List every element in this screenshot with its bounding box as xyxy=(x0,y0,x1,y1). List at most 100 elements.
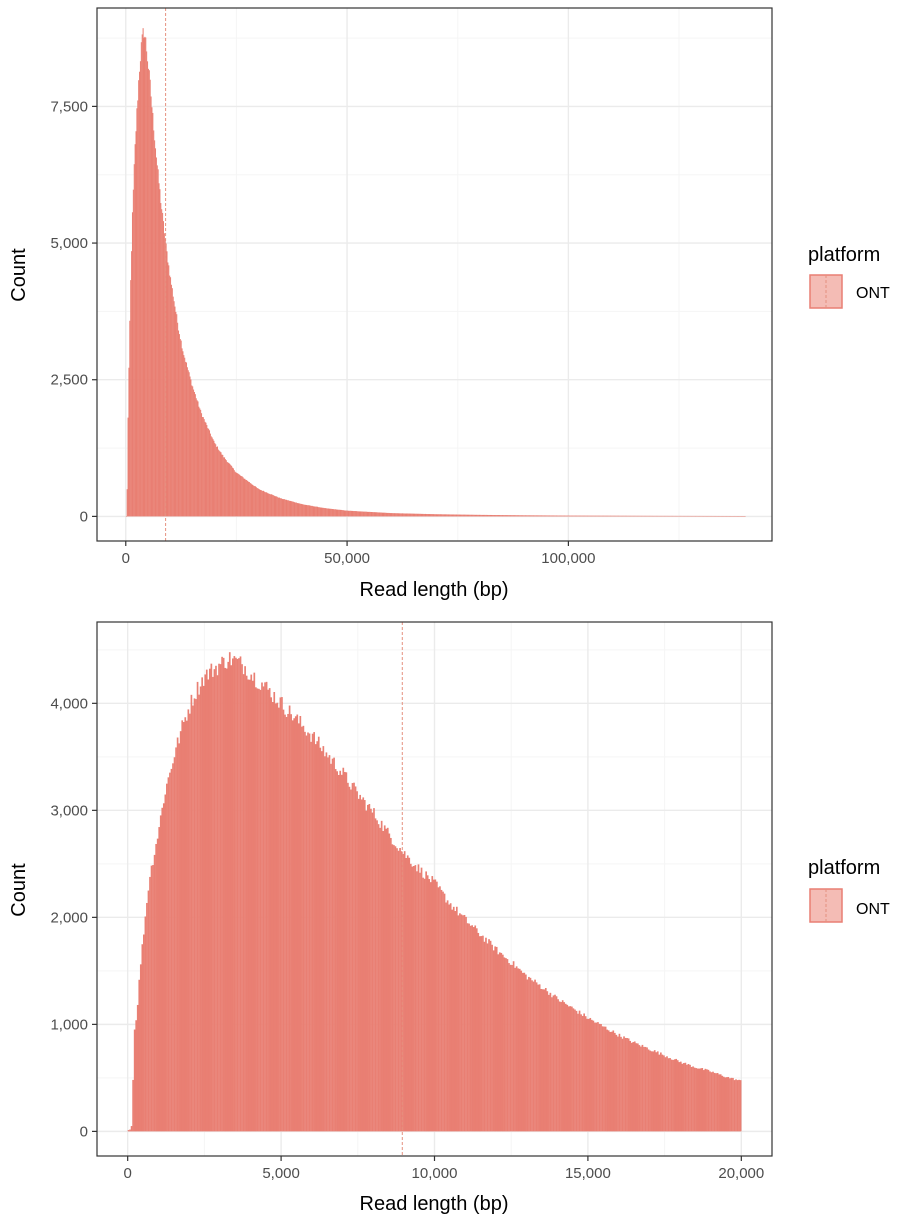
histogram-bar xyxy=(678,1062,681,1132)
histogram-bar xyxy=(440,889,443,1132)
histogram-bar xyxy=(617,1036,619,1132)
histogram-bar xyxy=(490,514,492,517)
histogram-bar xyxy=(144,916,147,1132)
histogram-bar xyxy=(166,783,168,1132)
histogram-bar xyxy=(133,164,135,517)
histogram-bar xyxy=(282,499,284,517)
histogram-bar xyxy=(176,737,179,1132)
histogram-bar xyxy=(170,768,173,1132)
histogram-bar xyxy=(675,1058,678,1132)
histogram-bar xyxy=(252,484,254,517)
histogram-bar xyxy=(699,515,701,517)
histogram-bar xyxy=(301,503,303,517)
histogram-bar xyxy=(462,915,464,1132)
histogram-bar xyxy=(219,451,221,517)
histogram-bar xyxy=(656,515,658,517)
histogram-bar xyxy=(398,513,400,517)
histogram-bar xyxy=(615,1034,618,1132)
histogram-bar xyxy=(616,515,618,517)
histogram-bar xyxy=(529,515,531,517)
histogram-bar xyxy=(158,827,161,1132)
histogram-bar xyxy=(358,511,360,517)
histogram-bar xyxy=(677,515,679,517)
histogram-bar xyxy=(496,515,498,517)
histogram-bar xyxy=(391,513,393,517)
histogram-bar xyxy=(449,903,452,1132)
histogram-bar xyxy=(662,515,664,517)
histogram-bar xyxy=(201,417,203,517)
histogram-bar xyxy=(653,1050,656,1132)
histogram-bar xyxy=(594,515,596,517)
histogram-bar xyxy=(638,1045,641,1132)
histogram-bar xyxy=(305,735,308,1132)
histogram-bar xyxy=(362,511,364,517)
histogram-bar xyxy=(281,498,283,517)
histogram-bar xyxy=(602,515,604,517)
histogram-bar xyxy=(583,515,585,517)
histogram-bar xyxy=(176,314,178,517)
histogram-bar xyxy=(667,1058,670,1132)
histogram-bar xyxy=(501,515,503,517)
histogram-bar xyxy=(207,428,209,517)
histogram-bar xyxy=(644,515,646,517)
histogram-bar xyxy=(254,486,256,517)
histogram-bar xyxy=(506,515,508,517)
histogram-bar xyxy=(301,504,303,517)
histogram-bar xyxy=(340,509,342,517)
histogram-bar xyxy=(239,474,241,517)
histogram-bar xyxy=(151,107,153,517)
histogram-bar xyxy=(148,70,150,517)
histogram-bar xyxy=(430,514,432,517)
histogram-bar xyxy=(609,515,611,517)
histogram-bar xyxy=(434,879,437,1132)
histogram-bar xyxy=(270,494,272,517)
histogram-bar xyxy=(233,656,236,1132)
histogram-bar xyxy=(223,457,225,517)
histogram-bar xyxy=(380,820,383,1132)
histogram-bar xyxy=(193,391,195,517)
histogram-bar xyxy=(291,720,294,1132)
histogram-bar xyxy=(432,514,434,517)
histogram-bar xyxy=(451,514,453,517)
histogram-bar xyxy=(544,515,546,517)
histogram-bar xyxy=(525,515,527,517)
histogram-bar xyxy=(305,504,307,517)
histogram-bar xyxy=(224,667,227,1132)
histogram-bar xyxy=(141,944,144,1132)
histogram-bar xyxy=(443,893,446,1132)
histogram-bar xyxy=(402,853,404,1132)
histogram-bar xyxy=(448,514,450,517)
histogram-bar xyxy=(240,476,242,517)
histogram-bar xyxy=(288,500,290,517)
histogram-bar xyxy=(535,982,538,1132)
histogram-bar xyxy=(498,515,500,517)
x-tick-label: 20,000 xyxy=(718,1165,764,1182)
histogram-bar xyxy=(688,515,690,517)
histogram-bar xyxy=(497,515,499,517)
histogram-bar xyxy=(155,157,157,517)
histogram-bar xyxy=(423,513,425,517)
histogram-bar xyxy=(201,413,203,517)
plot-panel-border xyxy=(96,7,773,542)
histogram-bar xyxy=(327,757,329,1132)
histogram-bar xyxy=(386,827,389,1132)
histogram-bar xyxy=(262,686,265,1132)
histogram-bar xyxy=(260,490,262,517)
histogram-bar xyxy=(238,474,240,517)
y-axis-title: Count xyxy=(8,248,30,302)
histogram-bar xyxy=(230,665,233,1132)
histogram-bar xyxy=(469,514,471,517)
histogram-bar xyxy=(256,488,258,517)
histogram-bar xyxy=(262,491,264,517)
histogram-bar xyxy=(666,515,668,517)
histogram-bar xyxy=(286,500,288,517)
histogram-bar xyxy=(189,376,191,517)
histogram-bar xyxy=(226,462,228,517)
histogram-bar xyxy=(413,513,415,517)
histogram-bar xyxy=(319,747,322,1132)
histogram-bar xyxy=(460,914,463,1132)
histogram-bar xyxy=(650,515,652,517)
histogram-bar xyxy=(626,1038,628,1132)
histogram-bars xyxy=(125,28,746,517)
histogram-bar xyxy=(579,515,581,517)
